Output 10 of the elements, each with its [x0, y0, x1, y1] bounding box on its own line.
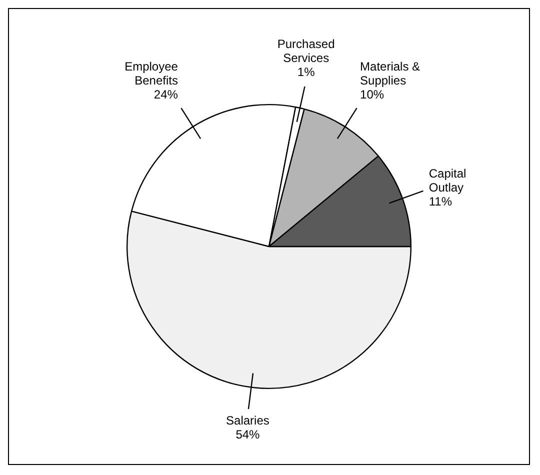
slice-label: Salaries [226, 413, 270, 428]
data-label: 1% [297, 65, 316, 80]
data-label: 10% [360, 87, 384, 102]
data-label: 54% [236, 427, 260, 442]
slice-label: Purchased Services [277, 37, 335, 66]
data-label: 11% [428, 194, 452, 208]
slice-label: Materials & Supplies [360, 59, 420, 88]
data-label: 24% [154, 87, 178, 102]
slice-label: Capital Outlay [428, 166, 466, 194]
slice-label: Employee Benefits [124, 59, 178, 88]
